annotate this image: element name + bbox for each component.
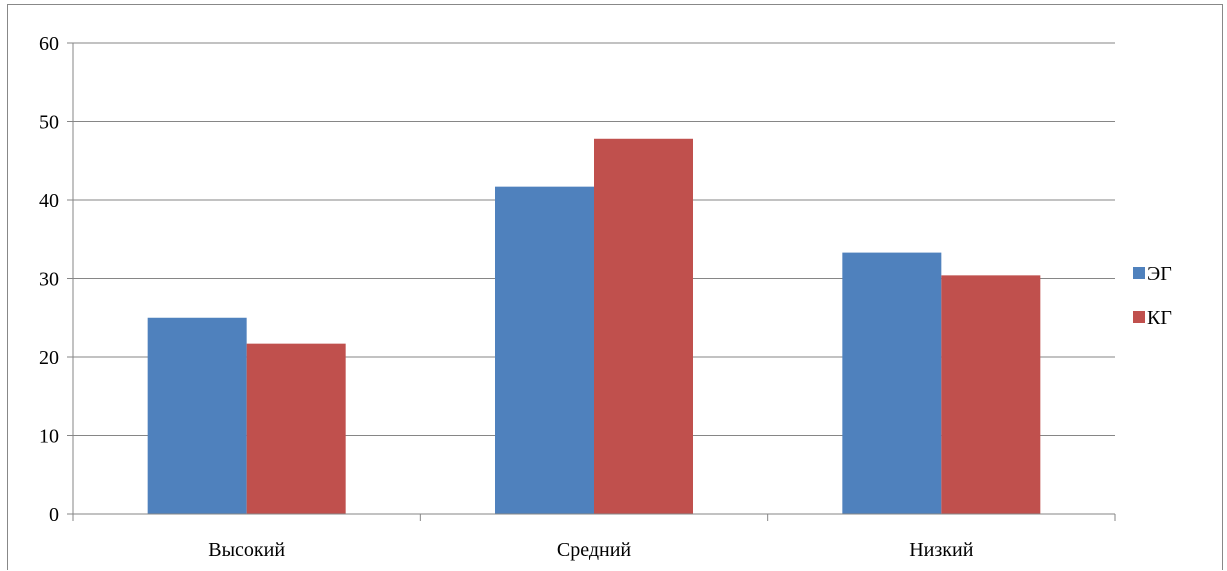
x-axis-labels: Высокий Средний Низкий xyxy=(208,539,973,561)
y-tick-label: 40 xyxy=(39,190,59,212)
x-tick-label: Средний xyxy=(557,539,632,561)
y-tick-label: 10 xyxy=(39,426,59,448)
y-tick-label: 60 xyxy=(39,33,59,55)
legend-label: КГ xyxy=(1147,307,1172,329)
legend-swatch xyxy=(1133,267,1145,279)
legend: ЭГ КГ xyxy=(1133,263,1172,329)
bar-eg-3 xyxy=(842,252,942,514)
legend-label: ЭГ xyxy=(1147,263,1172,285)
y-tick-label: 20 xyxy=(39,347,59,369)
bar-kg-1 xyxy=(246,343,346,514)
axes xyxy=(72,43,1116,521)
bar-kg-2 xyxy=(594,138,693,514)
y-tick-label: 50 xyxy=(39,112,59,134)
bar-eg-1 xyxy=(147,317,247,514)
y-tick-label: 0 xyxy=(49,504,59,526)
bar-eg-2 xyxy=(495,186,594,514)
bar-kg-3 xyxy=(941,275,1041,514)
x-tick-label: Высокий xyxy=(208,539,285,561)
y-axis-ticks: 0 10 20 30 40 50 60 xyxy=(39,33,73,526)
bars xyxy=(147,138,1041,514)
legend-swatch xyxy=(1133,311,1145,323)
y-tick-label: 30 xyxy=(39,269,59,291)
x-tick-label: Низкий xyxy=(909,539,973,561)
chart-frame xyxy=(7,4,1223,570)
